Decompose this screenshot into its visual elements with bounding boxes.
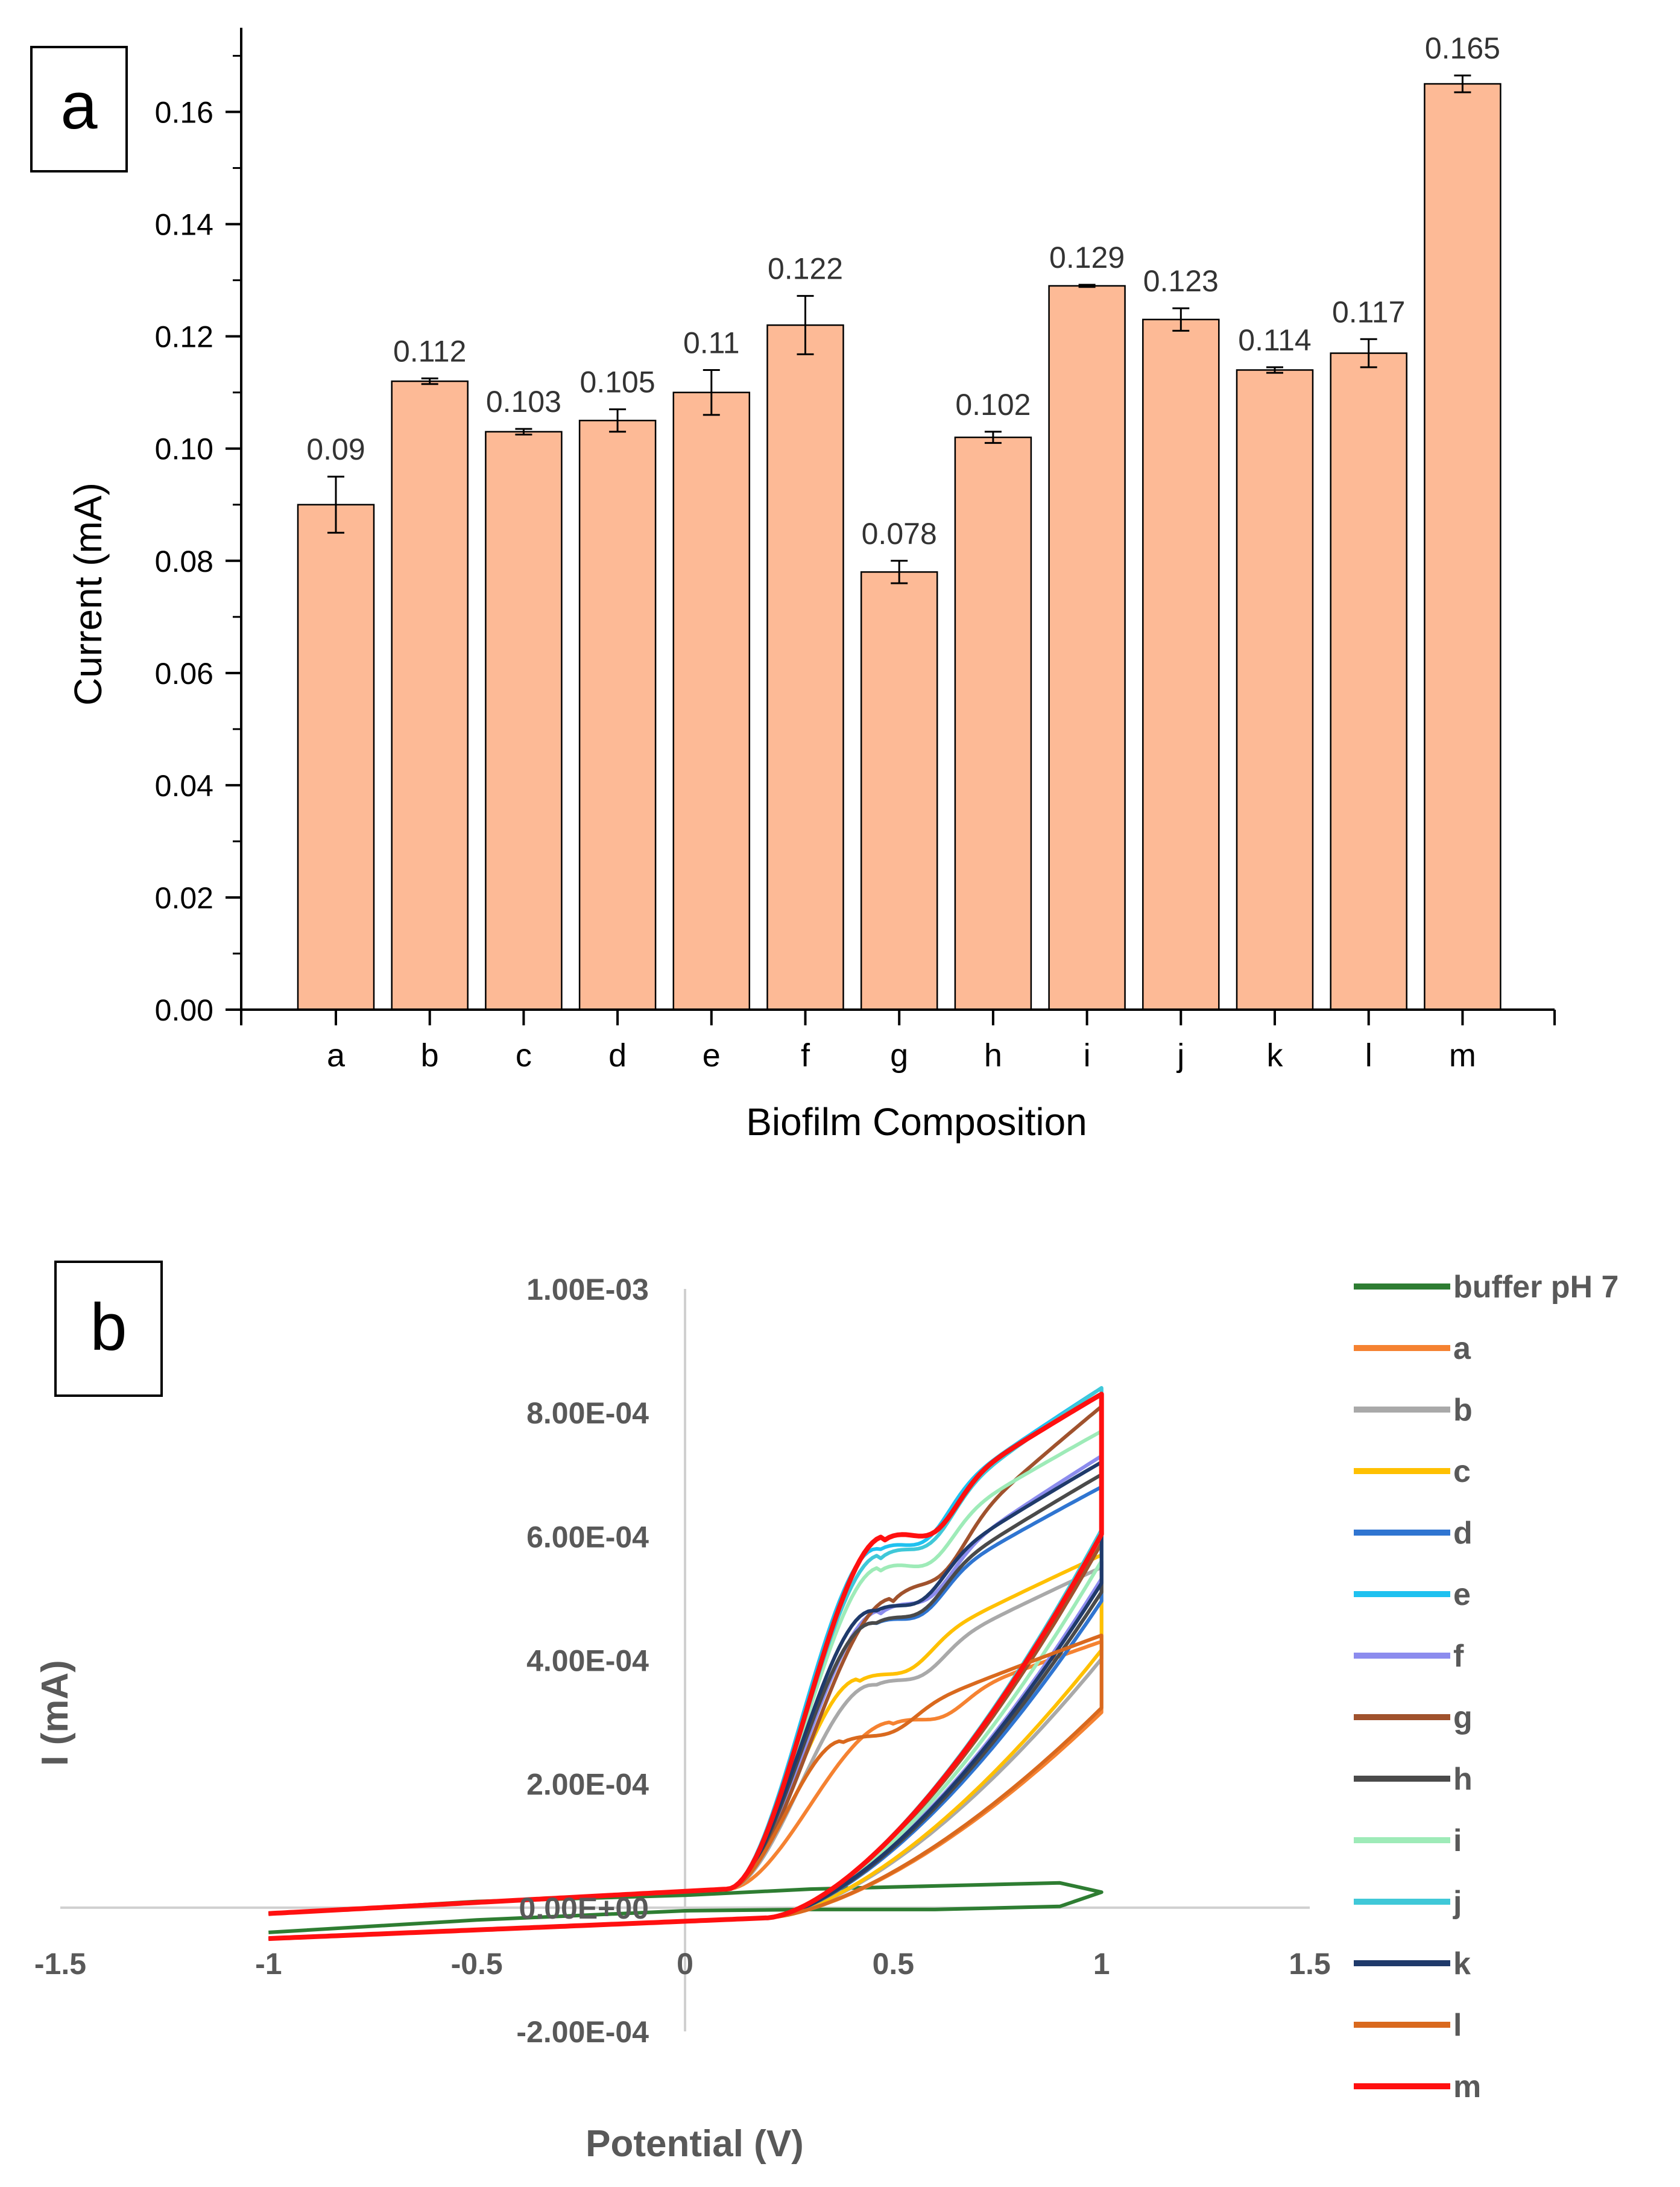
panel-b-tick-labels: -1.5 -1 -0.5 0 0.5 1 1.5 -2.00E-04 0.00E+00 2.00E…: [34, 1273, 1331, 2049]
panel-b-label-box: [54, 1261, 163, 1397]
y-tick-label: 0.14: [155, 208, 213, 242]
bar-j: [1142, 318, 1220, 1011]
y-tick-label: 0.12: [155, 320, 213, 354]
cv-curve-m: [268, 1391, 1104, 1942]
panel-b-chart: b -1.5 -1 -0.5 0 0.5 1 1.5 -2.00E-04 0.00E+00 2.0…: [34, 1261, 1618, 2165]
x-tick-label-g: g: [890, 1037, 908, 1074]
x-tick-label: 0: [677, 1947, 693, 1981]
bar-c: [485, 431, 563, 1011]
y-tick-label: 0.16: [155, 96, 213, 130]
legend-label-b: b: [1453, 1393, 1473, 1428]
value-label-l: 0.117: [1332, 295, 1405, 329]
x-tick-label: -1: [255, 1947, 282, 1981]
y-tick-label: 8.00E-04: [526, 1396, 649, 1430]
value-label-h: 0.102: [955, 388, 1031, 422]
legend-label-f: f: [1453, 1639, 1464, 1674]
x-tick-label-b: b: [421, 1037, 439, 1074]
x-tick-label-m: m: [1449, 1037, 1476, 1074]
legend-label-e: e: [1453, 1577, 1471, 1612]
panel-a-chart: a 0.09 0.112 0.103 0.105 0.11 0.122 0.078 0.102…: [30, 28, 1556, 1144]
value-label-m: 0.165: [1425, 31, 1500, 65]
x-tick-label-i: i: [1084, 1037, 1091, 1074]
y-tick-label: -2.00E-04: [516, 2015, 649, 2049]
legend-label-j: j: [1453, 1885, 1462, 1920]
x-tick-label-h: h: [984, 1037, 1002, 1074]
x-tick-label: 0.5: [873, 1947, 915, 1981]
value-label-c: 0.103: [486, 385, 561, 419]
y-tick-label: 4.00E-04: [526, 1644, 649, 1678]
value-label-e: 0.11: [683, 326, 740, 359]
legend-label-i: i: [1453, 1823, 1462, 1858]
y-tick-label: 0.08: [155, 545, 213, 578]
bar-h: [954, 436, 1032, 1011]
bar-m: [1424, 83, 1502, 1011]
legend-label-h: h: [1453, 1762, 1473, 1797]
panel-a-label: a: [60, 69, 98, 143]
value-label-d: 0.105: [580, 366, 655, 399]
x-tick-label: -1.5: [34, 1947, 86, 1981]
y-tick-label: 0.04: [155, 769, 213, 803]
y-tick-label: 0.00: [155, 993, 213, 1027]
value-label-k: 0.114: [1238, 323, 1311, 357]
panel-a-bars: [297, 83, 1502, 1011]
bar-k: [1236, 369, 1314, 1011]
legend-label-l: l: [1453, 2008, 1462, 2043]
panel-b-y-axis-title: I (mA): [34, 1660, 76, 1766]
y-tick-label: 0.00E+00: [519, 1891, 649, 1925]
x-tick-label-a: a: [327, 1037, 346, 1074]
bar-l: [1330, 352, 1407, 1011]
y-tick-label: 0.10: [155, 432, 213, 466]
panel-a-error-bars: [327, 74, 1471, 584]
panel-a-y-axis: 0.00 0.02 0.04 0.06 0.08 0.10 0.12 0.14 0.16: [155, 28, 242, 1027]
x-tick-label: -0.5: [451, 1947, 503, 1981]
bar-e: [672, 391, 751, 1011]
y-tick-label: 0.02: [155, 881, 213, 915]
legend-label-c: c: [1453, 1454, 1471, 1489]
x-tick-label-c: c: [516, 1037, 532, 1074]
panel-b-label: b: [90, 1290, 127, 1364]
panel-a-label-box: [30, 46, 128, 172]
legend-label-d: d: [1453, 1516, 1473, 1551]
legend-label-m: m: [1453, 2069, 1481, 2104]
x-tick-label: 1.5: [1289, 1947, 1331, 1981]
legend-label-g: g: [1453, 1700, 1473, 1735]
panel-a-x-axis-title: Biofilm Composition: [746, 1100, 1087, 1144]
x-tick-label-e: e: [703, 1037, 721, 1074]
legend-label-buffer: buffer pH 7: [1453, 1270, 1618, 1305]
bar-b: [391, 380, 469, 1011]
bar-f: [766, 324, 844, 1011]
value-label-j: 0.123: [1143, 264, 1219, 298]
panel-a-x-axis: a b c d e f g h i j k l m: [240, 1008, 1556, 1074]
y-tick-label: 6.00E-04: [526, 1520, 649, 1554]
panel-b-curves: [268, 1386, 1104, 1942]
y-tick-label: 1.00E-03: [526, 1273, 649, 1306]
x-tick-label: 1: [1093, 1947, 1110, 1981]
value-label-f: 0.122: [768, 252, 843, 286]
panel-b-x-axis-title: Potential (V): [586, 2123, 804, 2165]
legend-label-a: a: [1453, 1331, 1471, 1366]
x-tick-label-d: d: [608, 1037, 627, 1074]
panel-a-y-axis-title: Current (mA): [66, 483, 110, 706]
bar-d: [578, 419, 657, 1011]
legend-label-k: k: [1453, 1946, 1471, 1981]
cv-curve-buffer: [268, 1881, 1104, 1934]
value-label-g: 0.078: [862, 517, 937, 551]
bar-a: [297, 504, 375, 1011]
bar-g: [860, 571, 938, 1011]
value-label-i: 0.129: [1049, 241, 1125, 274]
x-tick-label-j: j: [1176, 1037, 1184, 1074]
x-tick-label-l: l: [1365, 1037, 1372, 1074]
x-tick-label-k: k: [1267, 1037, 1284, 1074]
panel-b-axes: [60, 1289, 1310, 2031]
y-tick-label: 2.00E-04: [526, 1768, 649, 1802]
value-label-b: 0.112: [393, 334, 466, 368]
value-label-a: 0.09: [306, 432, 365, 466]
x-tick-label-f: f: [801, 1037, 810, 1074]
panel-a-value-labels: 0.09 0.112 0.103 0.105 0.11 0.122 0.078 0.102 0.…: [306, 31, 1500, 551]
bar-i: [1048, 285, 1126, 1011]
y-tick-label: 0.06: [155, 657, 213, 691]
